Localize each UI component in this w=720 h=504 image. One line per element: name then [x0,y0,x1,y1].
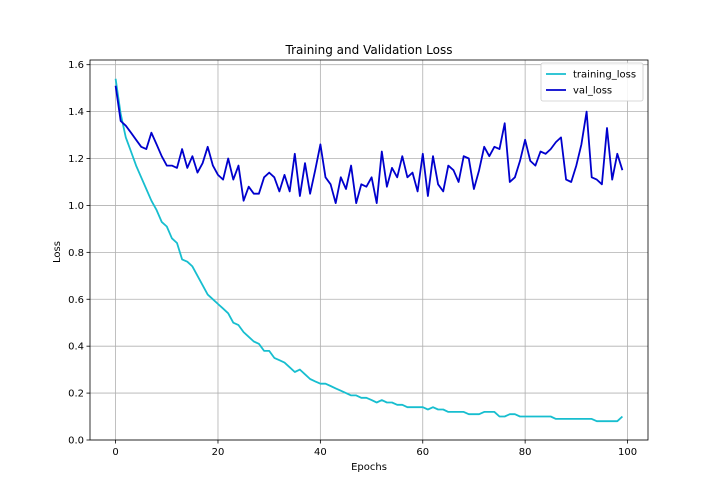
y-tick-label: 0.4 [68,342,84,353]
x-tick-label: 60 [416,447,429,458]
x-tick-label: 100 [618,447,637,458]
x-axis-label: Epochs [351,462,387,473]
val_loss-line [114,85,624,205]
y-tick-label: 0.0 [68,436,84,447]
y-tick-label: 1.4 [68,107,84,118]
legend: training_loss val_loss [540,62,644,102]
y-tick-label: 1.2 [68,154,84,165]
chart-title: Training and Validation Loss [285,43,453,57]
training_loss-legend-label: training_loss [573,70,636,81]
val_loss-legend-label: val_loss [573,86,612,97]
plot-frame [89,59,649,441]
y-tick-label: 0.2 [68,389,84,400]
training_loss-line [114,78,624,423]
legend-box [540,62,644,102]
grid [90,60,648,441]
y-tick-label: 0.6 [68,295,84,306]
axis-ticks: 0 20 40 60 80 100 0.0 0.2 0.4 0.6 0.8 1.0 1.2 1.4 1.6 [68,60,637,458]
y-tick-label: 1.6 [68,60,84,71]
x-tick-label: 40 [314,447,327,458]
y-tick-label: 1.0 [68,201,84,212]
x-tick-label: 80 [519,447,532,458]
y-tick-label: 0.8 [68,248,84,259]
x-tick-label: 0 [112,447,118,458]
series-lines [114,78,624,423]
y-axis-label: Loss [52,241,63,263]
x-tick-label: 20 [212,447,225,458]
